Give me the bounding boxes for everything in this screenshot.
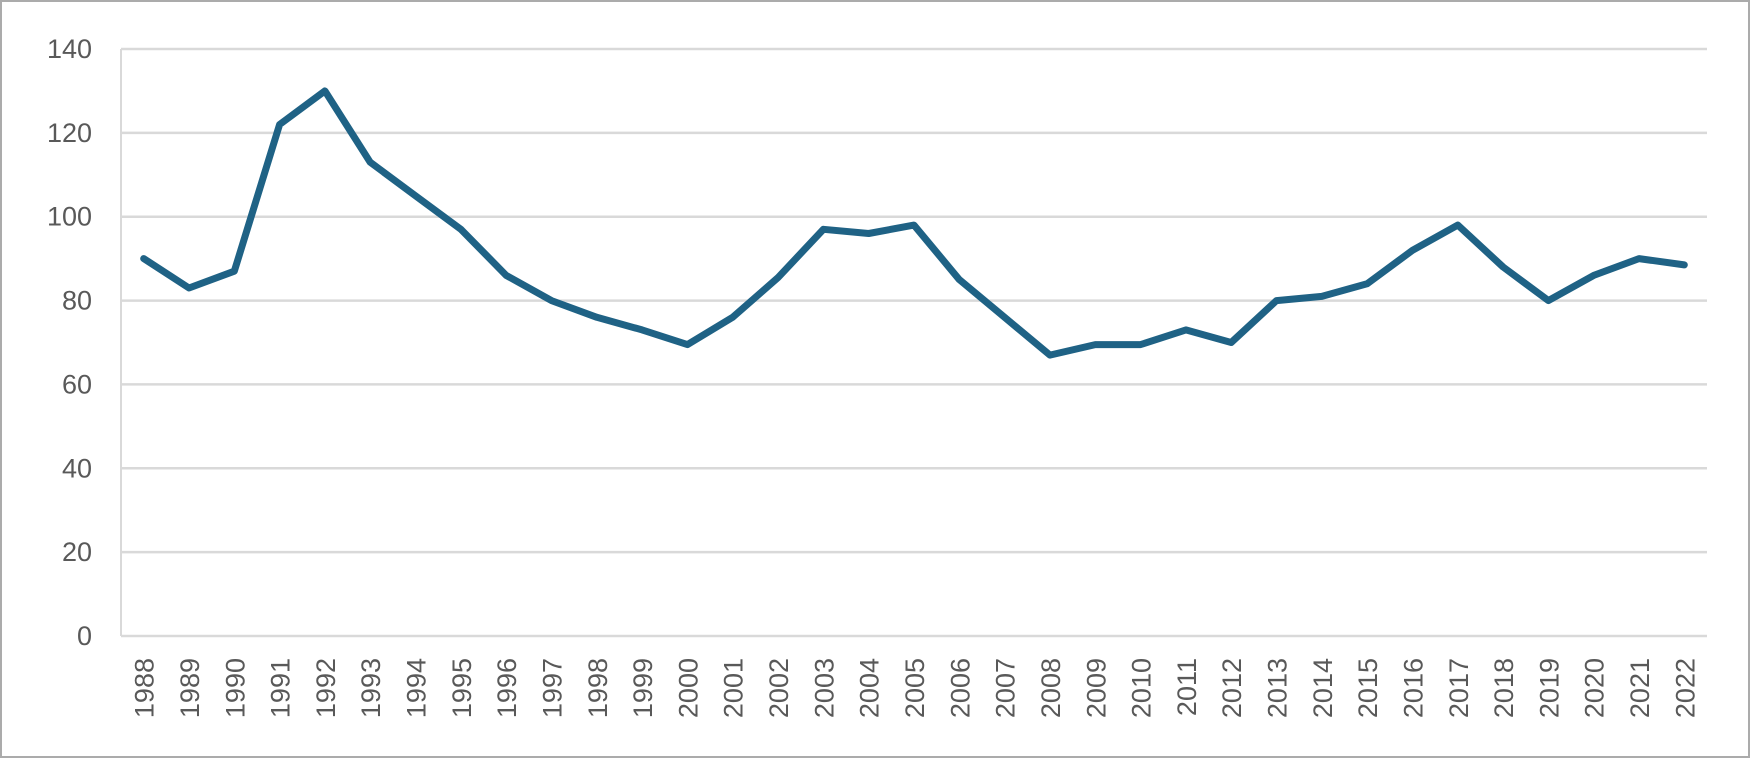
y-tick-label: 20 bbox=[62, 537, 92, 567]
y-tick-label: 40 bbox=[62, 453, 92, 483]
y-tick-label: 120 bbox=[47, 118, 92, 148]
x-tick-label: 2012 bbox=[1217, 658, 1247, 718]
x-tick-label: 1991 bbox=[266, 658, 296, 718]
x-tick-label: 1994 bbox=[402, 658, 432, 718]
x-tick-label: 2002 bbox=[764, 658, 794, 718]
x-tick-label: 2011 bbox=[1172, 658, 1202, 716]
x-tick-label: 2018 bbox=[1489, 658, 1519, 718]
x-tick-label: 1990 bbox=[220, 658, 250, 718]
x-tick-label: 2013 bbox=[1263, 658, 1293, 718]
x-tick-label: 2017 bbox=[1444, 658, 1474, 718]
x-tick-label: 1992 bbox=[311, 658, 341, 718]
x-tick-label: 2022 bbox=[1670, 658, 1700, 718]
x-tick-label: 2020 bbox=[1580, 658, 1610, 718]
x-tick-label: 2004 bbox=[855, 658, 885, 718]
x-tick-label: 2016 bbox=[1398, 658, 1428, 718]
x-tick-label: 1993 bbox=[356, 658, 386, 718]
x-tick-label: 2005 bbox=[900, 658, 930, 718]
x-tick-label: 1999 bbox=[628, 658, 658, 718]
x-tick-label: 2015 bbox=[1353, 658, 1383, 718]
y-tick-label: 80 bbox=[62, 286, 92, 316]
y-tick-label: 60 bbox=[62, 369, 92, 399]
x-tick-label: 1997 bbox=[537, 658, 567, 718]
x-tick-label: 2003 bbox=[809, 658, 839, 718]
x-tick-label: 1996 bbox=[492, 658, 522, 718]
y-tick-label: 140 bbox=[47, 34, 92, 64]
x-tick-label: 2014 bbox=[1308, 658, 1338, 718]
x-tick-label: 1998 bbox=[583, 658, 613, 718]
data-series-line bbox=[140, 87, 1688, 359]
x-tick-label: 1988 bbox=[130, 658, 160, 718]
x-tick-label: 1989 bbox=[175, 658, 205, 718]
x-tick-label: 2019 bbox=[1534, 658, 1564, 718]
x-tick-label: 2009 bbox=[1081, 658, 1111, 718]
y-tick-label: 0 bbox=[77, 621, 92, 651]
y-tick-label: 100 bbox=[47, 202, 92, 232]
x-tick-label: 2001 bbox=[719, 658, 749, 718]
x-tick-label: 2006 bbox=[945, 658, 975, 718]
x-tick-label: 2007 bbox=[991, 658, 1021, 718]
x-tick-label: 2008 bbox=[1036, 658, 1066, 718]
x-tick-label: 2000 bbox=[673, 658, 703, 718]
x-tick-label: 2021 bbox=[1625, 658, 1655, 718]
x-tick-label: 1995 bbox=[447, 658, 477, 718]
x-tick-label: 2010 bbox=[1127, 658, 1157, 718]
